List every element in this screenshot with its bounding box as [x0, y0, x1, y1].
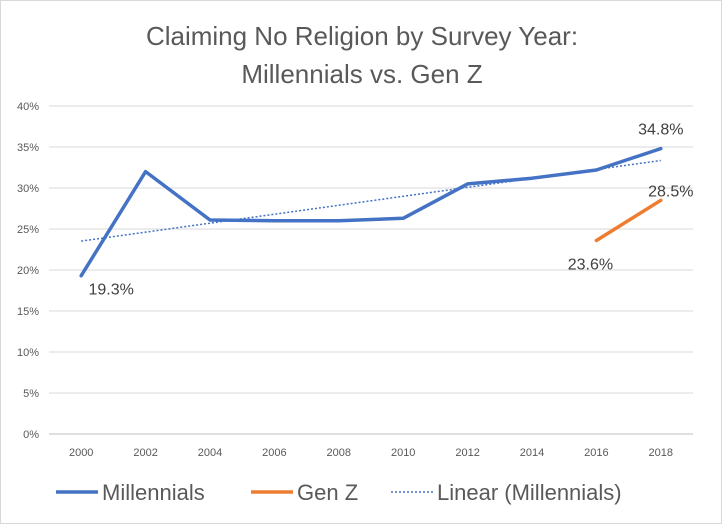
x-tick-label: 2008	[327, 447, 351, 459]
legend-label: Millennials	[102, 480, 205, 505]
y-tick-label: 15%	[17, 306, 39, 318]
y-tick-label: 5%	[23, 388, 39, 400]
y-axis: 0% 5% 10% 15% 20% 25% 30% 35% 40%	[17, 101, 39, 441]
chart-title-line-2: Millennials vs. Gen Z	[241, 59, 482, 89]
gridlines	[49, 105, 693, 435]
trendline-layer	[81, 159, 661, 242]
x-tick-label: 2010	[391, 447, 415, 459]
y-tick-label: 20%	[17, 265, 39, 277]
data-label: 34.8%	[638, 122, 683, 139]
y-tick-label: 35%	[17, 142, 39, 154]
series-line-gen-z	[594, 198, 663, 243]
x-tick-label: 2018	[649, 447, 673, 459]
trendline-millennials	[81, 159, 661, 242]
data-label: 23.6%	[568, 256, 613, 273]
chart-title-line-1: Claiming No Religion by Survey Year:	[146, 21, 578, 51]
x-tick-label: 2014	[520, 447, 544, 459]
y-tick-label: 10%	[17, 347, 39, 359]
y-tick-label: 25%	[17, 224, 39, 236]
x-tick-label: 2002	[133, 447, 157, 459]
legend: Millennials Gen Z Linear (Millennials)	[56, 480, 622, 505]
x-tick-label: 2004	[198, 447, 222, 459]
x-axis: 2000 2002 2004 2006 2008 2010 2012 2014 2016 2018	[69, 447, 673, 459]
y-tick-label: 0%	[23, 429, 39, 441]
x-tick-label: 2006	[262, 447, 286, 459]
x-tick-label: 2012	[455, 447, 479, 459]
data-labels: 19.3% 34.8% 23.6% 28.5%	[89, 122, 694, 299]
x-tick-label: 2016	[584, 447, 608, 459]
legend-label: Linear (Millennials)	[437, 480, 622, 505]
data-label: 19.3%	[89, 282, 134, 299]
x-tick-label: 2000	[69, 447, 93, 459]
data-label: 28.5%	[648, 183, 693, 200]
legend-label: Gen Z	[297, 480, 358, 505]
series-line-millennials	[79, 146, 663, 278]
y-tick-label: 40%	[17, 101, 39, 113]
y-tick-label: 30%	[17, 183, 39, 195]
series-layer	[79, 146, 663, 278]
